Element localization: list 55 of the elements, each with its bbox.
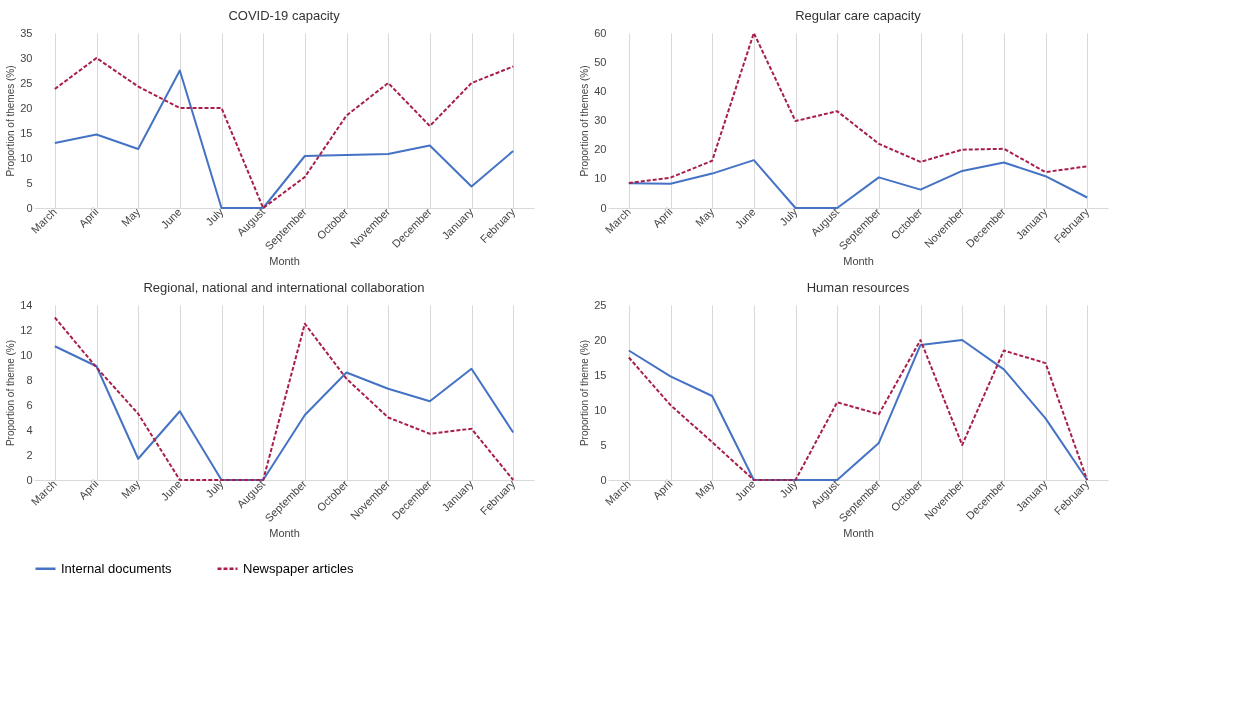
line-series xyxy=(627,32,1089,184)
x-axis-title: Month xyxy=(269,255,300,268)
y-tick-label: 5 xyxy=(26,176,33,189)
y-tick-label: 6 xyxy=(26,398,33,411)
chart-title: Human resources xyxy=(806,280,910,295)
chart-title: Regional, national and international collaboration xyxy=(143,280,425,295)
y-tick-label: 0 xyxy=(26,473,33,486)
x-axis-title: Month xyxy=(843,527,874,540)
y-tick-label: 35 xyxy=(20,26,33,39)
legend-label: Internal documents xyxy=(61,560,173,576)
y-tick-label: 25 xyxy=(20,76,33,89)
y-tick-label: 5 xyxy=(600,438,607,451)
y-axis-title: Proportion of themes (%) xyxy=(579,65,591,177)
line-series xyxy=(53,345,515,481)
legend-label: Newspaper articles xyxy=(243,560,355,576)
y-tick-label: 30 xyxy=(594,114,607,126)
y-tick-label: 12 xyxy=(20,323,33,336)
x-tick-label: May xyxy=(119,205,143,229)
y-tick-label: 10 xyxy=(594,172,607,185)
y-tick-label: 20 xyxy=(594,143,607,156)
y-tick-label: 0 xyxy=(26,201,33,214)
y-tick-label: 14 xyxy=(20,298,33,311)
x-tick-label: July xyxy=(203,205,226,228)
y-tick-label: 20 xyxy=(20,101,33,114)
y-tick-label: 25 xyxy=(594,298,607,311)
y-tick-label: 40 xyxy=(594,84,607,97)
y-tick-label: 20 xyxy=(594,333,607,346)
y-tick-label: 10 xyxy=(20,151,33,164)
y-tick-label: 0 xyxy=(600,201,607,214)
y-tick-label: 30 xyxy=(20,51,33,64)
y-axis-title: Proportion of theme (%) xyxy=(5,339,17,447)
y-axis-title: Proportion of themes (%) xyxy=(5,65,17,177)
y-tick-label: 0 xyxy=(600,473,607,486)
x-tick-label: May xyxy=(693,477,717,501)
x-tick-label: July xyxy=(777,477,800,500)
y-tick-label: 2 xyxy=(26,448,33,461)
line-series xyxy=(53,316,515,481)
y-tick-label: 15 xyxy=(594,368,607,381)
y-tick-label: 8 xyxy=(26,373,33,386)
chart-title: COVID-19 capacity xyxy=(228,8,341,23)
y-tick-label: 10 xyxy=(594,403,607,416)
y-tick-label: 15 xyxy=(20,126,33,139)
y-tick-label: 60 xyxy=(594,26,607,39)
x-tick-label: May xyxy=(119,477,143,501)
x-tick-label: July xyxy=(203,477,226,500)
chart-title: Regular care capacity xyxy=(795,8,922,23)
x-axis-title: Month xyxy=(843,255,874,268)
x-axis-title: Month xyxy=(269,527,300,540)
y-axis-title: Proportion of theme (%) xyxy=(579,339,591,447)
y-tick-label: 50 xyxy=(594,55,607,68)
line-series xyxy=(627,339,1089,481)
x-tick-label: July xyxy=(777,205,800,228)
x-tick-label: May xyxy=(693,205,717,229)
y-tick-label: 10 xyxy=(20,348,33,361)
y-tick-label: 4 xyxy=(26,423,33,436)
